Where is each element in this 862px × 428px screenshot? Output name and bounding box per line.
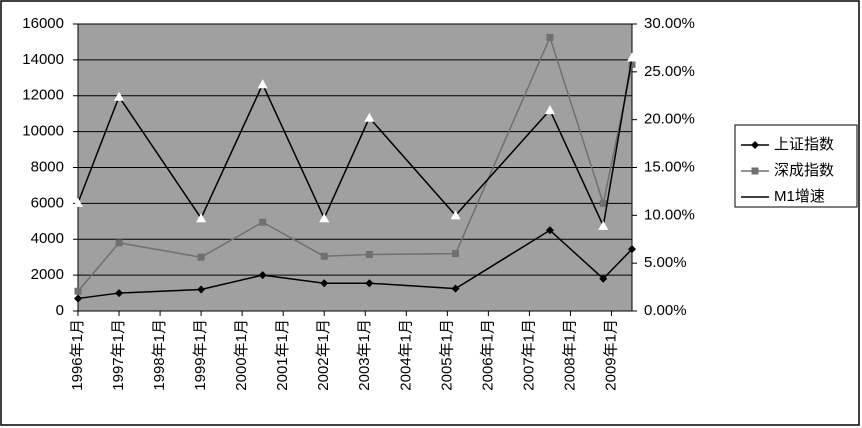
- x-tick-label: 2005年1月: [438, 319, 455, 391]
- x-tick-label: 2001年1月: [274, 319, 291, 391]
- marker: [751, 141, 759, 149]
- legend-label: 深成指数: [774, 162, 834, 179]
- x-tick-label: 2009年1月: [602, 319, 619, 391]
- marker: [452, 250, 460, 258]
- marker: [545, 226, 554, 235]
- marker: [628, 245, 636, 254]
- x-tick-label: 2000年1月: [233, 319, 250, 391]
- y2-tick-label: 0.00%: [644, 302, 687, 319]
- x-tick-label: 1996年1月: [69, 319, 86, 391]
- marker: [74, 294, 82, 303]
- marker: [598, 220, 609, 230]
- x-tick-label: 2008年1月: [561, 319, 578, 391]
- series-line: [77, 57, 633, 229]
- marker: [115, 239, 123, 247]
- y-tick-label: 12000: [22, 87, 64, 104]
- marker: [320, 252, 328, 260]
- x-tick-label: 1999年1月: [192, 319, 209, 391]
- x-tick-label: 2003年1月: [356, 319, 373, 391]
- marker: [451, 284, 460, 293]
- marker: [364, 112, 375, 122]
- x-tick-label: 2004年1月: [397, 319, 414, 391]
- y-tick-label: 10000: [22, 123, 64, 140]
- x-tick-label: 2007年1月: [520, 319, 537, 391]
- x-tick-label: 2002年1月: [315, 319, 332, 391]
- legend-label: 上证指数: [774, 136, 834, 153]
- y-tick-label: 4000: [31, 230, 64, 247]
- y2-tick-label: 5.00%: [644, 254, 687, 271]
- marker: [74, 287, 82, 295]
- x-tick-label: 1998年1月: [151, 319, 168, 391]
- legend-label: M1增速: [774, 188, 825, 205]
- y2-tick-label: 15.00%: [644, 158, 695, 175]
- y2-tick-label: 30.00%: [644, 15, 695, 32]
- series-line: [77, 229, 633, 300]
- y-tick-label: 14000: [22, 51, 64, 68]
- marker: [114, 91, 125, 101]
- marker: [544, 105, 555, 115]
- y2-tick-label: 25.00%: [644, 63, 695, 80]
- marker: [365, 279, 374, 288]
- x-tick-label: 2006年1月: [479, 319, 496, 391]
- marker: [365, 250, 373, 258]
- y-tick-label: 2000: [31, 266, 64, 283]
- marker: [319, 213, 330, 223]
- marker: [320, 279, 329, 288]
- marker: [628, 60, 636, 68]
- marker: [257, 79, 268, 89]
- y2-tick-label: 20.00%: [644, 111, 695, 128]
- marker: [197, 253, 205, 261]
- marker: [196, 213, 207, 223]
- marker: [546, 33, 554, 41]
- marker: [751, 167, 759, 175]
- x-tick-label: 1997年1月: [110, 319, 127, 391]
- y2-tick-label: 10.00%: [644, 206, 695, 223]
- marker: [73, 197, 83, 207]
- marker: [599, 199, 607, 207]
- y-tick-label: 8000: [31, 158, 64, 175]
- series-line: [77, 35, 633, 292]
- y-tick-label: 16000: [22, 15, 64, 32]
- marker: [258, 271, 267, 280]
- marker: [599, 274, 608, 283]
- marker: [115, 289, 124, 298]
- y-tick-label: 0: [56, 302, 64, 319]
- y-tick-label: 6000: [31, 194, 64, 211]
- marker: [197, 285, 206, 294]
- marker: [627, 52, 637, 62]
- marker: [450, 210, 461, 220]
- legend: [734, 124, 858, 208]
- marker: [259, 218, 267, 226]
